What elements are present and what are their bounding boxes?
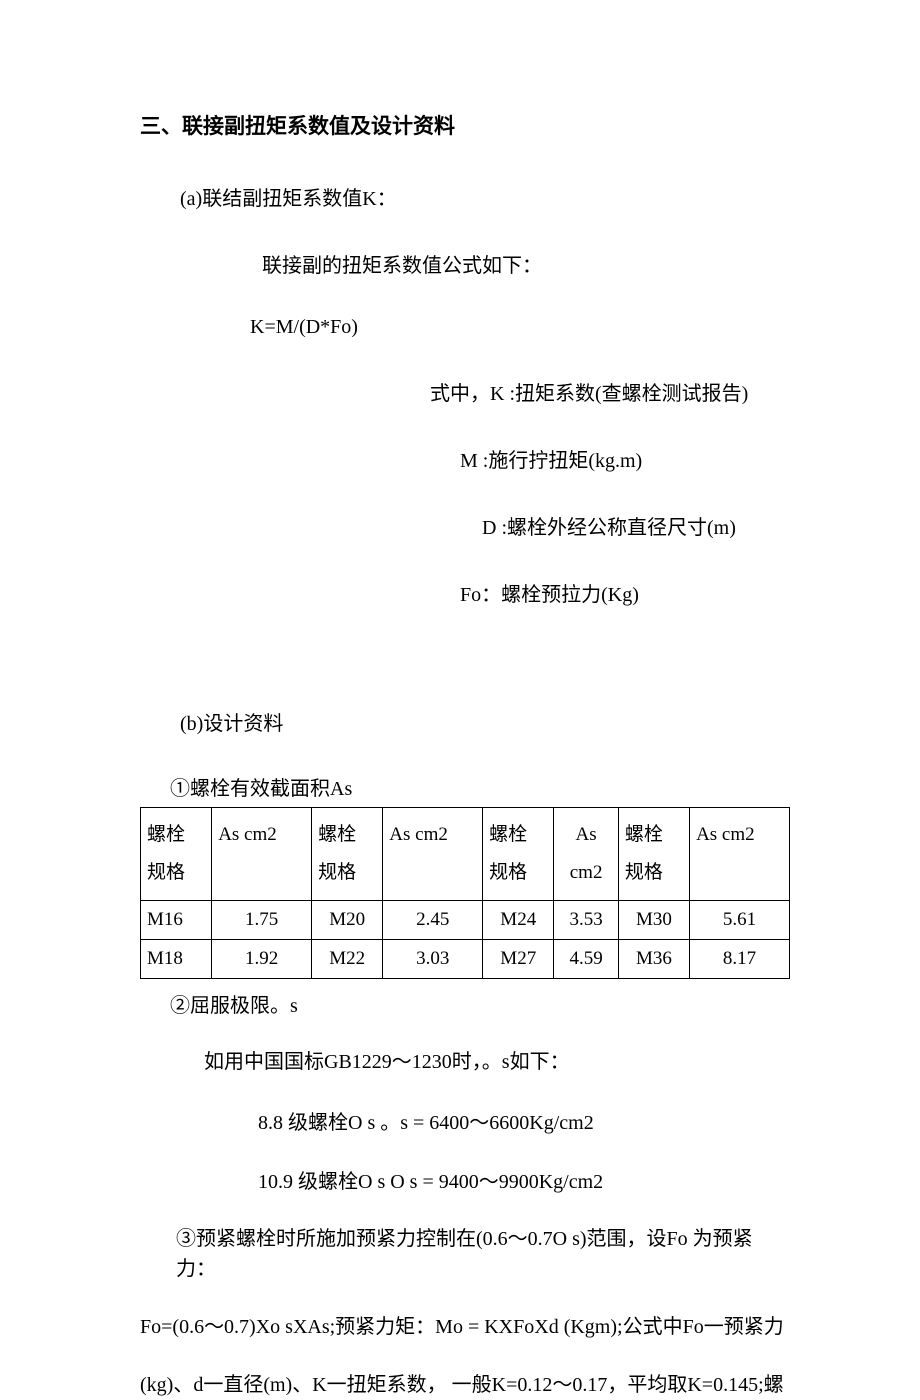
item3-line1: ③预紧螺栓时所施加预紧力控制在(0.6〜0.7О s)范围，设Fo 为预紧力： bbox=[176, 1224, 790, 1284]
cell: 1.75 bbox=[212, 901, 312, 940]
item3-line3: (kg)、d一直径(m)、K一扭矩系数， 一般K=0.12〜0.17，平均取K=… bbox=[140, 1370, 790, 1400]
spacer bbox=[140, 645, 790, 707]
cell: 1.92 bbox=[212, 940, 312, 979]
th: 螺栓规格 bbox=[483, 808, 554, 901]
th: 螺栓规格 bbox=[618, 808, 689, 901]
section-b-label: (b)设计资料 bbox=[180, 707, 790, 736]
cell: M16 bbox=[141, 901, 212, 940]
item3-line2: Fo=(0.6〜0.7)Хo sХAs;预紧力矩：Mo = KХFoХd (Kg… bbox=[140, 1312, 790, 1342]
section-a-desc1: 式中，K :扭矩系数(查螺栓测试报告) bbox=[430, 377, 790, 406]
cell: 3.03 bbox=[383, 940, 483, 979]
cell: 5.61 bbox=[690, 901, 790, 940]
th: As cm2 bbox=[383, 808, 483, 901]
table-row: M18 1.92 M22 3.03 M27 4.59 M36 8.17 bbox=[141, 940, 790, 979]
section-a-desc4: Fo：螺栓预拉力(Kg) bbox=[460, 578, 790, 607]
item2-line1: 如用中国国标GB1229〜1230时，。s如下： bbox=[204, 1048, 790, 1076]
cell: 3.53 bbox=[554, 901, 619, 940]
cell: M20 bbox=[312, 901, 383, 940]
item2-label: ②屈服极限。s bbox=[170, 989, 790, 1018]
item1-label: ①螺栓有效截面积As bbox=[170, 772, 790, 801]
cell: 2.45 bbox=[383, 901, 483, 940]
cell: M22 bbox=[312, 940, 383, 979]
table-row: M16 1.75 M20 2.45 M24 3.53 M30 5.61 bbox=[141, 901, 790, 940]
section-a-desc3: D :螺栓外经公称直径尺寸(m) bbox=[482, 511, 790, 540]
cell: M27 bbox=[483, 940, 554, 979]
cell: M36 bbox=[618, 940, 689, 979]
section-a-formula: K=M/(D*Fo) bbox=[250, 316, 790, 339]
th: Ascm2 bbox=[554, 808, 619, 901]
section-a-label: (a)联结副扭矩系数值K： bbox=[180, 182, 790, 211]
cell: M18 bbox=[141, 940, 212, 979]
th: As cm2 bbox=[212, 808, 312, 901]
section-a-desc2: M :施行拧扭矩(kg.m) bbox=[460, 444, 790, 473]
item2-line2: 8.8 级螺栓О s 。s = 6400〜6600Kg/cm2 bbox=[258, 1106, 790, 1135]
th: 螺栓规格 bbox=[141, 808, 212, 901]
item2-line3: 10.9 级螺栓О s O s = 9400〜9900Kg/cm2 bbox=[258, 1165, 790, 1194]
th: 螺栓规格 bbox=[312, 808, 383, 901]
bolt-area-table: 螺栓规格 As cm2 螺栓规格 As cm2 螺栓规格 Ascm2 螺栓规格 … bbox=[140, 807, 790, 979]
table-header-row: 螺栓规格 As cm2 螺栓规格 As cm2 螺栓规格 Ascm2 螺栓规格 … bbox=[141, 808, 790, 901]
cell: M30 bbox=[618, 901, 689, 940]
th: As cm2 bbox=[690, 808, 790, 901]
cell: 4.59 bbox=[554, 940, 619, 979]
section-a-line1: 联接副的扭矩系数值公式如下： bbox=[262, 249, 790, 278]
cell: M24 bbox=[483, 901, 554, 940]
section-title: 三、联接副扭矩系数值及设计资料 bbox=[140, 110, 790, 140]
cell: 8.17 bbox=[690, 940, 790, 979]
